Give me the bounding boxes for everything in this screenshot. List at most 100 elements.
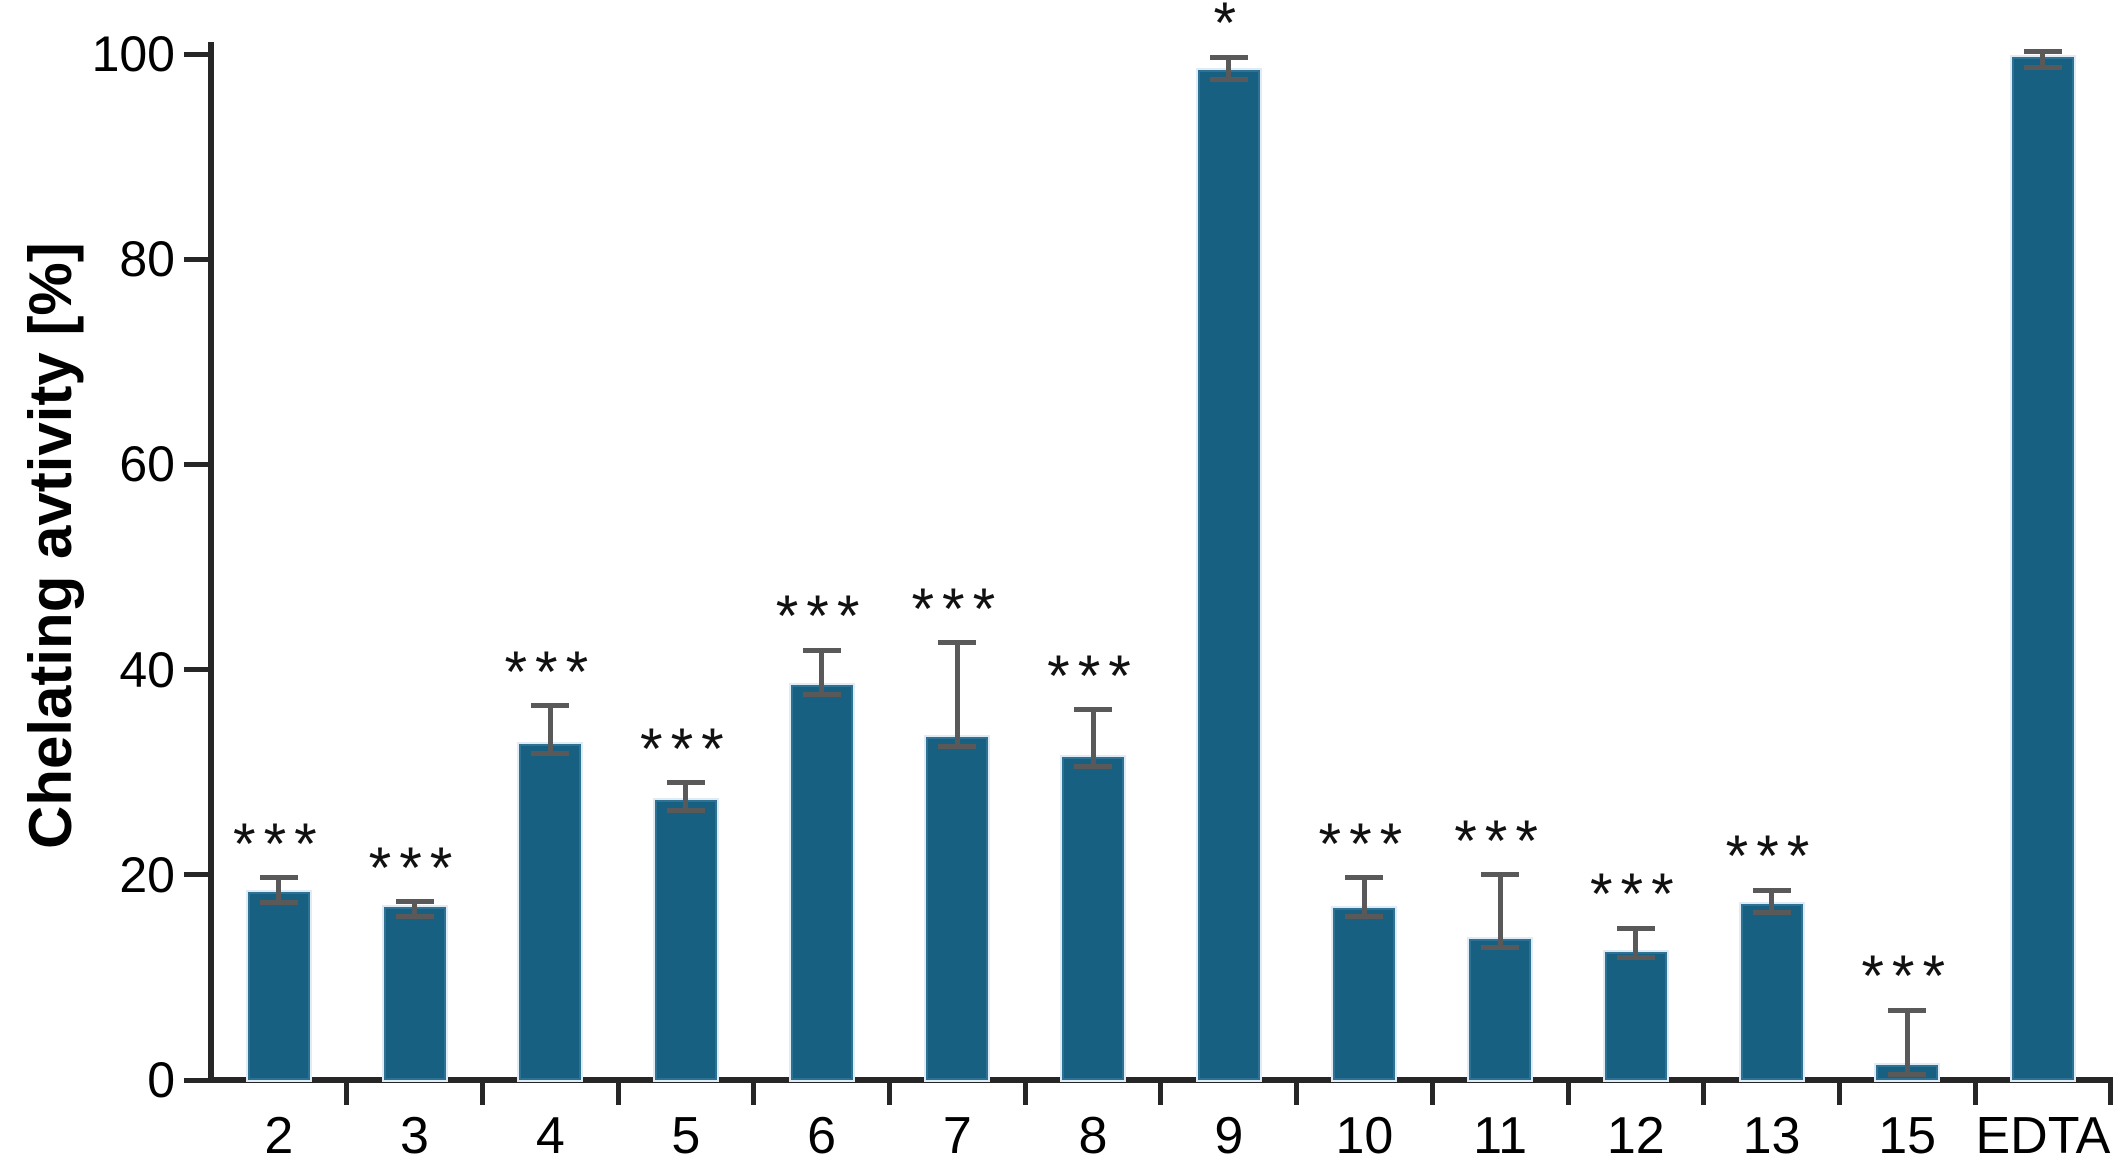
- y-tick-label: 40: [119, 641, 175, 698]
- error-bar-line: [954, 642, 960, 747]
- x-tick-label: 7: [942, 1107, 972, 1165]
- error-bar-cap-top: [1481, 872, 1520, 878]
- error-bar-line: [1497, 874, 1503, 948]
- error-bar-cap-top: [1209, 54, 1248, 60]
- x-axis-tick: [887, 1083, 892, 1105]
- y-axis-tick: [184, 667, 211, 673]
- x-tick-label: 11: [1473, 1107, 1528, 1165]
- significance-label: ***: [1318, 811, 1411, 877]
- error-bar-line: [1361, 877, 1367, 917]
- y-axis-tick: [184, 256, 211, 262]
- significance-label: ***: [368, 835, 461, 901]
- error-bar-cap-top: [1888, 1007, 1927, 1013]
- y-tick-label: 80: [119, 231, 175, 288]
- y-axis-tick: [184, 1077, 211, 1083]
- error-bar-cap-top: [259, 875, 298, 881]
- error-bar-cap-top: [1752, 887, 1791, 893]
- error-bar-cap-top: [1345, 875, 1384, 881]
- error-bar-cap-bottom: [1074, 763, 1112, 769]
- x-axis-tick: [1565, 1083, 1571, 1105]
- x-axis-tick: [1158, 1083, 1164, 1105]
- bar: [1197, 70, 1260, 1080]
- error-bar-line: [1769, 890, 1774, 913]
- error-bar-line: [1633, 928, 1639, 958]
- error-bar-line: [2040, 51, 2046, 68]
- error-bar-line: [1226, 57, 1232, 80]
- significance-label: ***: [1589, 862, 1682, 928]
- x-axis-tick: [479, 1083, 485, 1105]
- error-bar-cap-top: [1616, 925, 1655, 931]
- bar: [926, 737, 989, 1080]
- significance-label: ***: [1047, 643, 1139, 709]
- error-bar-line: [412, 901, 417, 917]
- bar: [383, 906, 446, 1080]
- error-bar-cap-bottom: [2023, 64, 2062, 70]
- x-tick-label: 12: [1606, 1107, 1665, 1165]
- x-tick-label: 9: [1214, 1107, 1244, 1165]
- error-bar-cap-bottom: [1481, 945, 1520, 951]
- bar: [1740, 903, 1803, 1080]
- bar: [1469, 939, 1532, 1080]
- x-axis-tick: [1972, 1083, 1978, 1105]
- y-axis-line: [208, 42, 214, 1083]
- error-bar-cap-top: [531, 703, 570, 708]
- significance-label: ***: [911, 576, 1004, 642]
- significance-label: ***: [1861, 944, 1954, 1010]
- y-axis-tick: [184, 872, 211, 878]
- x-tick-label: 10: [1335, 1107, 1394, 1165]
- significance-label: ***: [233, 811, 325, 877]
- error-bar-line: [276, 877, 282, 903]
- error-bar-cap-bottom: [938, 744, 977, 749]
- x-tick-label: 5: [671, 1107, 701, 1165]
- error-bar-cap-top: [395, 899, 434, 904]
- error-bar-cap-top: [666, 780, 705, 785]
- x-tick-label: 13: [1742, 1107, 1801, 1165]
- significance-label: ***: [504, 639, 597, 705]
- error-bar-cap-bottom: [395, 914, 434, 920]
- bar: [1604, 951, 1667, 1081]
- significance-label: ***: [640, 716, 732, 782]
- x-tick-label: 2: [264, 1107, 294, 1165]
- x-axis-tick: [1294, 1083, 1300, 1105]
- significance-label: *: [1213, 0, 1245, 57]
- y-tick-label: 0: [147, 1052, 175, 1108]
- y-tick-label: 20: [119, 846, 175, 903]
- x-tick-label: 8: [1078, 1107, 1108, 1165]
- x-tick-label: 4: [535, 1107, 565, 1165]
- x-tick-label: 15: [1878, 1107, 1937, 1165]
- error-bar-cap-bottom: [666, 807, 705, 813]
- y-tick-label: 60: [119, 436, 175, 493]
- error-bar-cap-bottom: [1209, 77, 1248, 83]
- error-bar-cap-top: [1074, 707, 1112, 713]
- x-axis-line: [208, 1077, 2113, 1083]
- error-bar-line: [547, 705, 553, 754]
- error-bar-line: [1090, 709, 1096, 766]
- y-axis-title: Chelating avtivity [%]: [17, 242, 84, 849]
- bar: [2011, 57, 2074, 1080]
- x-tick-label: EDTA: [1975, 1107, 2111, 1165]
- significance-label: ***: [775, 584, 868, 650]
- bar: [1333, 907, 1396, 1080]
- bar: [1062, 756, 1124, 1080]
- error-bar-line: [819, 650, 825, 695]
- x-axis-tick: [615, 1083, 621, 1105]
- y-axis-tick: [184, 461, 211, 467]
- x-axis-tick: [1836, 1083, 1842, 1105]
- bar: [247, 892, 310, 1080]
- error-bar-cap-bottom: [1752, 910, 1791, 916]
- error-bar-cap-bottom: [1345, 914, 1384, 920]
- error-bar-cap-top: [802, 647, 841, 653]
- error-bar-cap-bottom: [1616, 955, 1655, 961]
- x-tick-label: 6: [807, 1107, 837, 1165]
- error-bar-line: [683, 782, 689, 811]
- x-tick-label: 3: [400, 1107, 429, 1165]
- significance-label: ***: [1725, 824, 1818, 890]
- x-axis-tick: [1022, 1083, 1028, 1105]
- bar: [654, 799, 717, 1080]
- x-axis-tick: [1701, 1083, 1707, 1105]
- error-bar-cap-bottom: [259, 900, 298, 905]
- x-axis-tick: [751, 1083, 757, 1105]
- bar: [519, 743, 582, 1080]
- x-axis-tick: [344, 1083, 350, 1105]
